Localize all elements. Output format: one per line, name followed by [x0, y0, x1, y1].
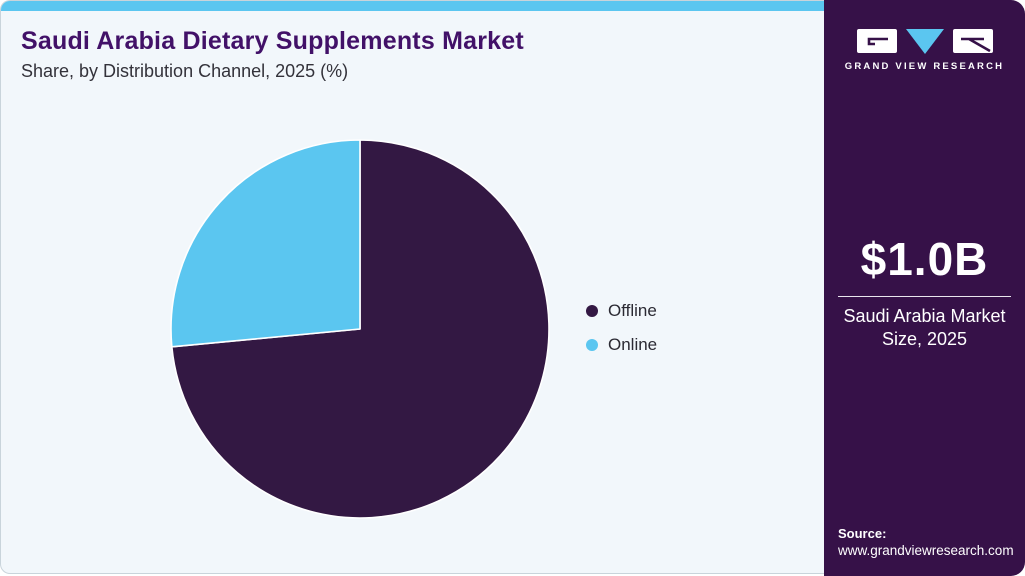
- source-url: www.grandviewresearch.com: [838, 543, 1014, 558]
- sidebar: GRAND VIEW RESEARCH $1.0B Saudi Arabia M…: [824, 0, 1025, 576]
- chart-title: Saudi Arabia Dietary Supplements Market: [21, 27, 524, 55]
- legend-item-offline: Offline: [586, 301, 657, 321]
- gvr-logo-icon: [856, 29, 993, 54]
- source-block: Source: www.grandviewresearch.com: [838, 526, 1014, 558]
- header: Saudi Arabia Dietary Supplements Market …: [21, 27, 524, 82]
- legend-item-online: Online: [586, 335, 657, 355]
- top-accent-bar: [1, 1, 825, 11]
- legend-label-online: Online: [608, 335, 658, 354]
- market-size-label: Saudi Arabia Market Size, 2025: [843, 306, 1006, 350]
- divider: [838, 296, 1011, 297]
- legend-label-offline: Offline: [608, 301, 657, 320]
- pie-chart-svg: [170, 139, 550, 519]
- chart-panel: Saudi Arabia Dietary Supplements Market …: [0, 0, 825, 574]
- online-legend-dot-icon: [586, 339, 598, 351]
- brand-name: GRAND VIEW RESEARCH: [844, 61, 1005, 72]
- market-size-value: $1.0B: [860, 233, 989, 285]
- gvr-logo: GRAND VIEW RESEARCH: [824, 27, 1025, 72]
- legend: Offline Online: [586, 301, 657, 355]
- offline-legend-dot-icon: [586, 305, 598, 317]
- source-label: Source:: [838, 526, 887, 541]
- chart-subtitle: Share, by Distribution Channel, 2025 (%): [21, 60, 349, 81]
- market-size-callout: $1.0B Saudi Arabia Market Size, 2025: [838, 232, 1011, 352]
- pie-chart: [169, 138, 551, 520]
- pie-slice-online: [170, 139, 361, 348]
